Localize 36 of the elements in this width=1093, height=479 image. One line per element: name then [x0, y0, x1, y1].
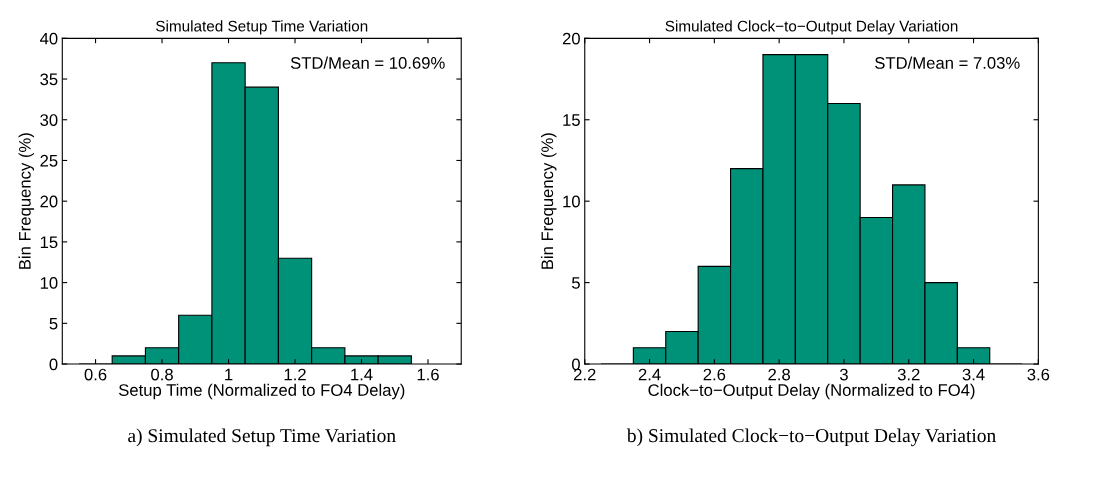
y-tick-label: 35: [40, 73, 58, 86]
x-tick-label: 0.8: [151, 368, 173, 381]
annotation: STD/Mean = 10.69%: [290, 56, 445, 69]
y-axis-title: Bin Frequency (%): [540, 133, 557, 269]
annotation: STD/Mean = 7.03%: [875, 56, 1020, 69]
y-tick-label: 5: [49, 317, 58, 330]
x-tick-label: 3: [839, 368, 848, 381]
x-tick-label: 3.4: [962, 368, 985, 381]
y-tick-label: 40: [39, 32, 58, 45]
x-axis-title: Setup Time (Normalized to FO4 Delay): [118, 383, 405, 400]
y-tick-label: 25: [40, 154, 58, 167]
x-tick-label: 2.6: [703, 368, 726, 381]
y-tick-label: 15: [563, 114, 580, 126]
y-tick-label: 30: [40, 114, 58, 126]
y-tick-label: 20: [562, 32, 580, 45]
y-tick-label: 15: [40, 236, 58, 249]
x-tick-label: 1: [225, 368, 233, 381]
y-axis-title: Bin Frequency (%): [18, 133, 35, 269]
x-tick-label: 1.6: [417, 368, 439, 381]
x-tick-label: 3.2: [897, 368, 920, 381]
text: b) Simulated Clock−to−Output Delay Variation: [626, 428, 996, 447]
x-axis-title: Clock−to−Output Delay (Normalized to FO4): [648, 383, 975, 400]
x-tick-label: 3.6: [1027, 368, 1050, 381]
y-tick-label: 0: [49, 358, 58, 371]
chart-title: Simulated Clock−to−Output Delay Variation: [665, 20, 958, 35]
x-tick-label: 1.2: [284, 368, 306, 381]
x-tick-label: 0.6: [84, 368, 107, 381]
chart-title: Simulated Setup Time Variation: [156, 20, 368, 35]
y-tick-label: 10: [563, 195, 580, 208]
y-tick-label: 10: [40, 277, 58, 289]
y-tick-label: 20: [40, 195, 58, 208]
x-tick-label: 2.8: [768, 368, 791, 381]
x-tick-label: 1.4: [351, 368, 373, 381]
text: a) Simulated Setup Time Variation: [128, 428, 396, 447]
y-tick-label: 5: [571, 277, 580, 289]
x-tick-label: 2.4: [638, 368, 661, 381]
